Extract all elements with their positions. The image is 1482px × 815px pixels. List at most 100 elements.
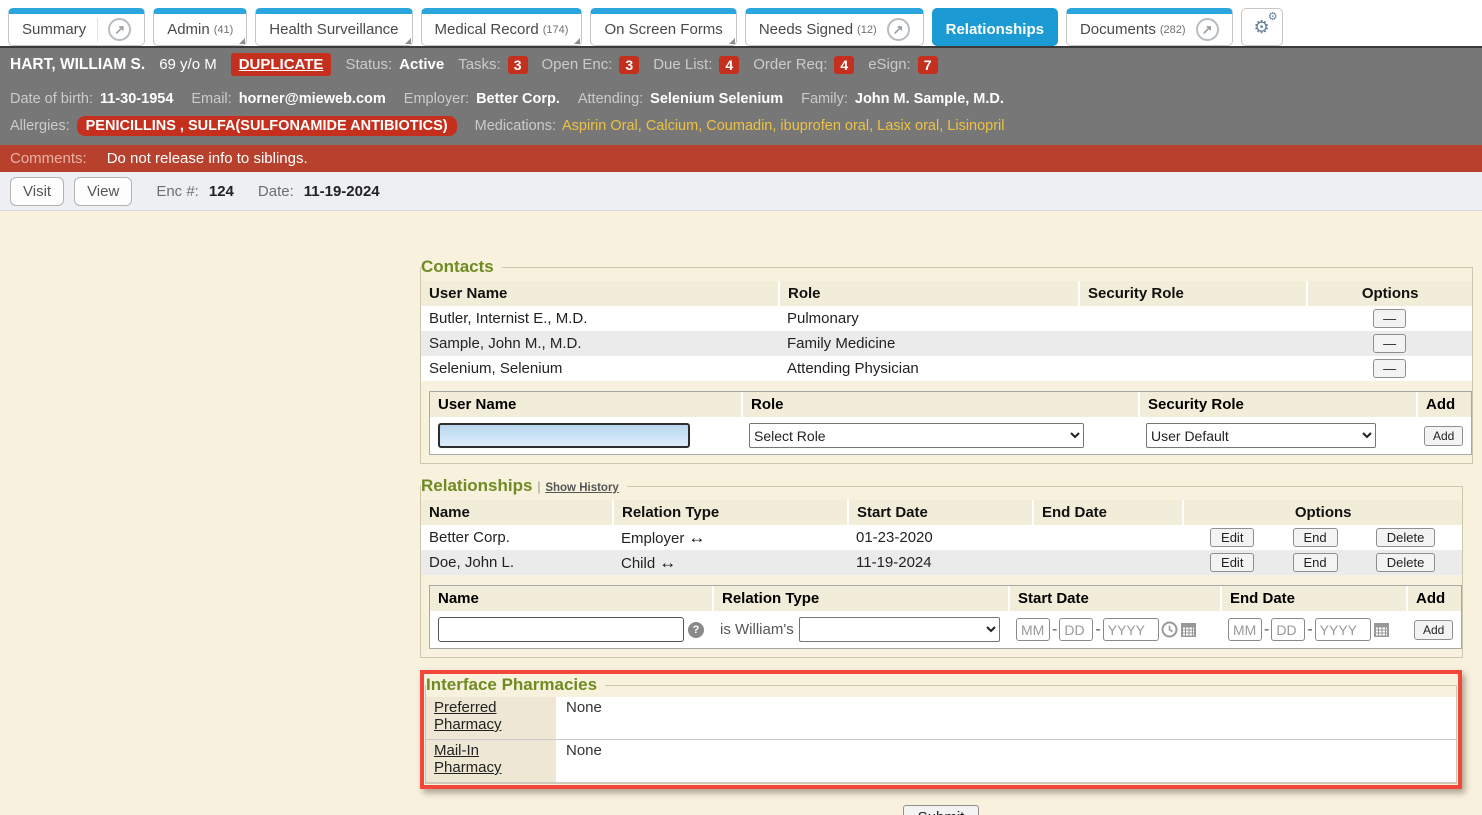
summary-popout-icon[interactable]: ↗ <box>108 18 132 41</box>
delete-relationship-button[interactable]: Delete <box>1375 553 1436 572</box>
tab-medical-record[interactable]: Medical Record (174) <box>420 8 583 46</box>
contact-security-role-select[interactable]: User Default <box>1146 423 1376 448</box>
attending-label: Attending: <box>577 90 644 107</box>
preferred-pharmacy-link[interactable]: Preferred Pharmacy <box>434 699 502 733</box>
tab-relationships[interactable]: Relationships <box>931 8 1058 46</box>
delete-relationship-button[interactable]: Delete <box>1375 528 1436 547</box>
relationship-start-date: 11-19-2024 <box>856 554 932 571</box>
add-contact-box: User Name Role Security Role Add Select … <box>429 391 1473 455</box>
contact-security-role <box>1079 306 1307 331</box>
end-relationship-button[interactable]: End <box>1292 528 1338 547</box>
tab-needs-signed[interactable]: Needs Signed (12) ↗ <box>744 8 924 46</box>
attending-value: Selenium Selenium <box>650 90 784 107</box>
comments-bar: Comments: Do not release info to sibling… <box>0 145 1482 172</box>
gear-icon: ⚙ ⚙ <box>1253 11 1278 37</box>
enc-date-value: 11-19-2024 <box>303 182 380 200</box>
remove-contact-button[interactable]: — <box>1373 334 1407 353</box>
tab-admin[interactable]: Admin (41) <box>153 8 248 46</box>
allergies-label: Allergies: <box>10 117 70 134</box>
documents-popout-icon[interactable]: ↗ <box>1195 18 1219 41</box>
tab-health-surveillance[interactable]: Health Surveillance <box>255 8 413 46</box>
tab-count: (41) <box>213 23 234 36</box>
mail-in-pharmacy-value: None <box>556 740 1456 782</box>
contact-user-name: Butler, Internist E., M.D. <box>429 310 588 327</box>
medication-link[interactable]: Lasix oral <box>877 118 947 134</box>
contact-user-name-input[interactable] <box>438 423 690 448</box>
add-contact-button[interactable]: Add <box>1424 425 1464 446</box>
visit-button[interactable]: Visit <box>10 176 65 206</box>
help-icon[interactable]: ? <box>688 621 704 638</box>
remove-contact-button[interactable]: — <box>1373 309 1407 328</box>
tab-documents[interactable]: Documents (282) ↗ <box>1065 8 1233 46</box>
calendar-icon[interactable] <box>1373 621 1390 638</box>
comments-value: Do not release info to siblings. <box>106 150 308 167</box>
needs-signed-popout-icon[interactable]: ↗ <box>886 18 910 41</box>
order-req-count-badge[interactable]: 4 <box>834 55 855 74</box>
relationship-type: Child <box>621 554 656 572</box>
tasks-count-badge[interactable]: 3 <box>507 55 528 74</box>
dropdown-corner-icon <box>574 38 581 44</box>
email-value: horner@mieweb.com <box>238 90 386 107</box>
contacts-section: Contacts User Name Role Security Role Op… <box>420 257 1474 464</box>
contact-role-select[interactable]: Select Role <box>749 423 1084 448</box>
esign-count-badge[interactable]: 7 <box>917 55 938 74</box>
add-relationship-header-start-date: Start Date <box>1008 586 1220 611</box>
medication-link[interactable]: Lisinopril <box>947 117 1005 134</box>
start-date-year-input[interactable] <box>1102 618 1159 641</box>
medication-link[interactable]: Aspirin Oral <box>562 118 646 134</box>
duplicate-badge[interactable]: DUPLICATE <box>230 53 332 76</box>
family-label: Family: <box>801 90 848 107</box>
patient-name: HART, WILLIAM S. <box>10 55 146 73</box>
contact-security-role <box>1079 356 1307 381</box>
show-history-link[interactable]: Show History <box>545 482 619 494</box>
edit-relationship-button[interactable]: Edit <box>1210 553 1255 572</box>
add-contact-header-user-name: User Name <box>438 396 517 413</box>
add-relationship-header-relation-type: Relation Type <box>712 586 1008 611</box>
end-date-month-input[interactable] <box>1228 618 1262 641</box>
medication-link[interactable]: ibuprofen oral <box>780 118 877 134</box>
allergies-badge[interactable]: PENICILLINS , SULFA(SULFONAMIDE ANTIBIOT… <box>76 115 457 136</box>
relationship-name-input[interactable] <box>438 617 684 642</box>
comments-label: Comments: <box>10 150 87 167</box>
pharmacies-highlight-box: Interface Pharmacies Preferred Pharmacy … <box>420 670 1462 789</box>
settings-button[interactable]: ⚙ ⚙ <box>1240 8 1283 46</box>
legend-separator: | <box>537 479 541 494</box>
contacts-header-security-role: Security Role <box>1078 281 1307 306</box>
relationship-end-date <box>1033 525 1183 550</box>
add-relationship-button[interactable]: Add <box>1414 619 1454 640</box>
tab-summary[interactable]: Summary ↗ <box>8 8 146 46</box>
start-date-day-input[interactable] <box>1059 618 1094 641</box>
due-list-count-badge[interactable]: 4 <box>719 55 740 74</box>
end-relationship-button[interactable]: End <box>1292 553 1338 572</box>
remove-contact-button[interactable]: — <box>1373 359 1407 378</box>
contact-row: Sample, John M., M.D. Family Medicine — <box>421 331 1473 356</box>
tab-on-screen-forms[interactable]: On Screen Forms <box>590 8 737 46</box>
view-button[interactable]: View <box>74 176 133 206</box>
order-req-label: Order Req: <box>753 56 828 73</box>
medication-link[interactable]: Coumadin <box>706 118 780 134</box>
tab-label: Medical Record <box>434 21 539 38</box>
end-date-day-input[interactable] <box>1271 618 1306 641</box>
encounter-bar: Visit View Enc #: 124 Date: 11-19-2024 <box>0 172 1482 211</box>
edit-relationship-button[interactable]: Edit <box>1210 528 1255 547</box>
open-enc-count-badge[interactable]: 3 <box>619 55 640 74</box>
dob-value: 11-30-1954 <box>100 90 174 107</box>
add-contact-header-add: Add <box>1416 392 1471 417</box>
submit-button[interactable]: Submit <box>902 805 980 815</box>
end-date-year-input[interactable] <box>1314 618 1371 641</box>
mail-in-pharmacy-link[interactable]: Mail-In Pharmacy <box>434 742 502 776</box>
bidirectional-arrow-icon: ↔ <box>688 527 706 547</box>
start-date-month-input[interactable] <box>1016 618 1050 641</box>
tab-label: Needs Signed <box>758 21 854 38</box>
add-relationship-box: Name Relation Type Start Date End Date A… <box>429 585 1463 649</box>
tab-label: Documents <box>1079 21 1156 38</box>
contact-row: Butler, Internist E., M.D. Pulmonary — <box>421 306 1473 331</box>
medication-link[interactable]: Calcium <box>646 118 706 134</box>
status-value: Active <box>399 56 445 73</box>
clock-icon[interactable] <box>1161 621 1178 638</box>
calendar-icon[interactable] <box>1180 621 1197 638</box>
main-content: Contacts User Name Role Security Role Op… <box>0 211 1482 815</box>
relation-type-select[interactable] <box>798 617 1000 642</box>
relationship-type: Employer <box>621 529 685 547</box>
